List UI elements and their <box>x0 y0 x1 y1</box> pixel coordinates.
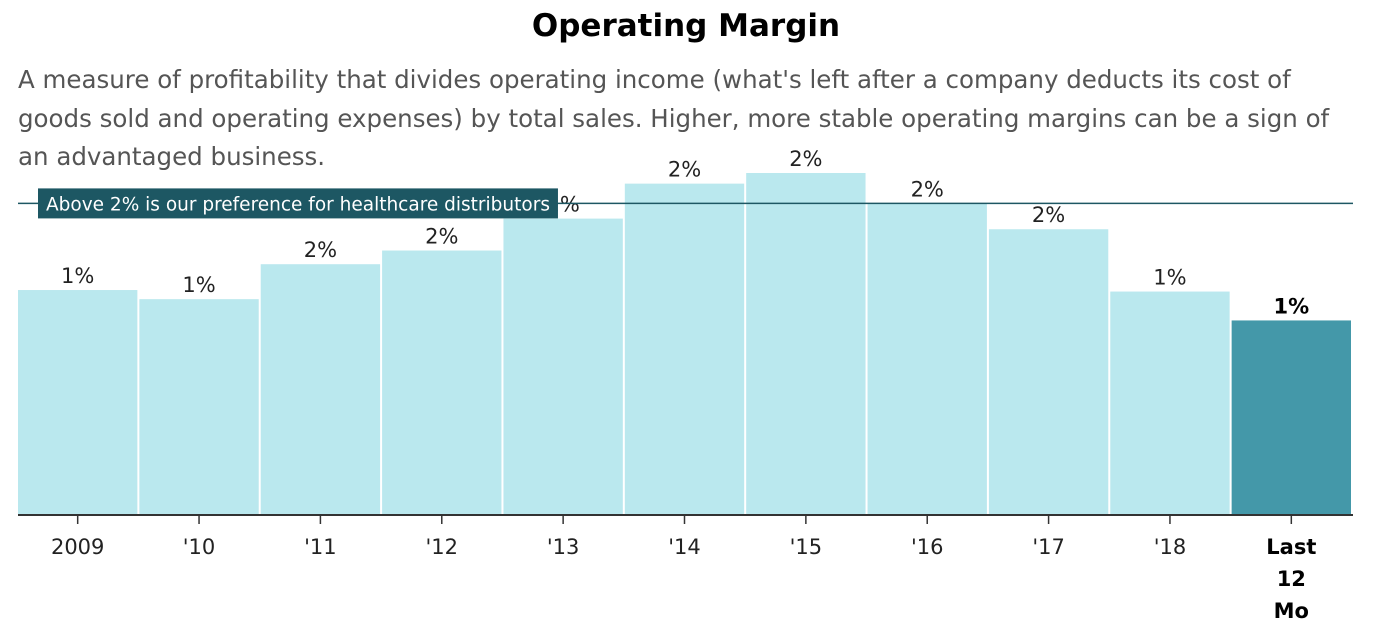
x-tick-label-4: '13 <box>547 535 580 559</box>
chart-subtitle: A measure of profitability that divides … <box>18 65 1330 171</box>
value-label-2: 2% <box>304 238 337 262</box>
x-tick-label-7: '16 <box>911 535 944 559</box>
x-tick-label-3: '12 <box>426 535 459 559</box>
x-tick-label-2: '11 <box>304 535 337 559</box>
bar-4 <box>503 218 623 515</box>
value-label-8: 2% <box>1032 203 1065 227</box>
reference-label-background <box>38 188 558 219</box>
bar-3 <box>382 250 502 515</box>
x-tick-label-1: '10 <box>183 535 216 559</box>
bar-2 <box>260 264 381 515</box>
x-tick-label-5: '14 <box>668 535 701 559</box>
bar-10 <box>1231 320 1351 515</box>
bar-7 <box>867 203 987 515</box>
bar-6 <box>746 173 866 515</box>
x-tick-label-6: '15 <box>790 535 823 559</box>
value-label-9: 1% <box>1153 266 1186 290</box>
value-label-10: 1% <box>1273 294 1309 318</box>
chart-title: Operating Margin <box>531 8 841 44</box>
value-label-5: 2% <box>668 158 701 182</box>
bar-0 <box>18 290 138 515</box>
x-tick-label-8: '17 <box>1032 535 1065 559</box>
x-tick-label-9: '18 <box>1154 535 1187 559</box>
x-axis-ticks: 2009 '10 '11 '12 '13 '14 '15 '16 '17 '18 Last 12 Mo <box>51 515 1316 623</box>
value-label-7: 2% <box>911 177 944 201</box>
bar-8 <box>988 229 1109 516</box>
bar-1 <box>139 299 259 515</box>
value-label-1: 1% <box>182 273 215 297</box>
bar-9 <box>1110 291 1230 515</box>
x-tick-label-10: Last 12 Mo <box>1266 535 1316 623</box>
reference-label: Above 2% is our preference for healthcar… <box>46 194 550 215</box>
bars-group <box>18 173 1351 516</box>
bar-5 <box>624 183 745 515</box>
value-label-3: 2% <box>425 225 458 249</box>
value-label-0: 1% <box>61 264 94 288</box>
x-tick-label-0: 2009 <box>51 535 104 559</box>
value-label-6: 2% <box>789 147 822 171</box>
